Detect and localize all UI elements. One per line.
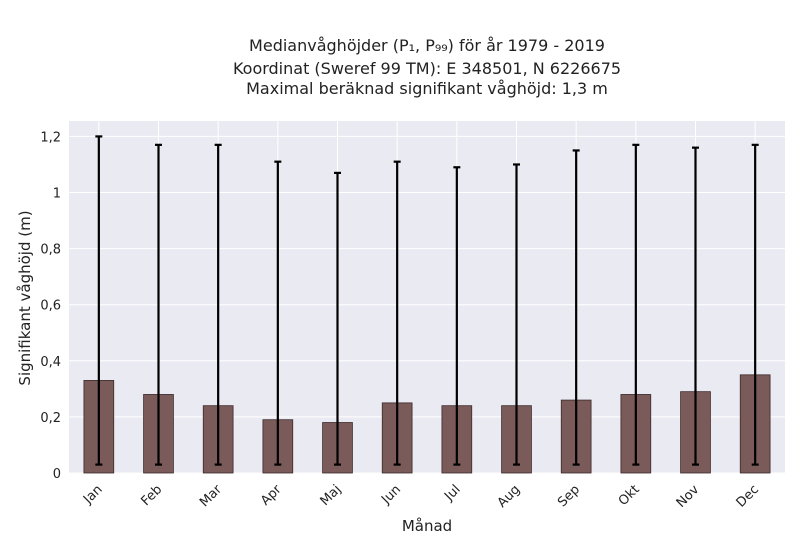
- y-tick-label: 1: [53, 187, 61, 202]
- x-tick-labels: Jan Feb Mar Apr Maj Jun Jul Aug Sep Okt Nov Dec: [80, 482, 762, 511]
- error-bar-maj: [334, 171, 341, 466]
- x-axis-label: Månad: [402, 517, 452, 535]
- x-tick-label: Dec: [734, 482, 762, 510]
- plot-area: [69, 121, 785, 473]
- error-bar-jul: [453, 166, 461, 466]
- error-bar-okt: [632, 143, 640, 466]
- error-bar-nov: [692, 146, 699, 466]
- y-tick-labels: 0 0,2 0,4 0,6 0,8 1 1,2: [40, 130, 61, 482]
- y-tick-label: 0,2: [40, 411, 61, 426]
- x-tick-label: Nov: [674, 482, 703, 511]
- error-bar-sep: [572, 149, 580, 466]
- y-tick-label: 0,4: [40, 355, 61, 370]
- chart-title-line-2: Koordinat (Sweref 99 TM): E 348501, N 62…: [233, 59, 621, 78]
- x-tick-label: Maj: [318, 482, 345, 509]
- y-tick-label: 1,2: [40, 130, 61, 145]
- x-tick-label: Aug: [495, 482, 524, 511]
- x-tick-label: Okt: [616, 482, 643, 509]
- error-bar-jun: [393, 160, 401, 466]
- x-tick-label: Mar: [197, 482, 225, 510]
- x-tick-label: Feb: [138, 482, 165, 509]
- x-tick-label: Apr: [258, 482, 285, 509]
- x-tick-label: Sep: [555, 482, 583, 510]
- error-bar-jan: [95, 135, 103, 466]
- chart-title: Medianvåghöjder (P₁, P₉₉) för år 1979 - …: [233, 36, 621, 98]
- error-bar-aug: [513, 163, 520, 466]
- error-bar-dec: [751, 143, 759, 466]
- y-tick-label: 0,8: [40, 243, 61, 258]
- y-tick-label: 0: [53, 467, 61, 482]
- error-bar-feb: [155, 143, 162, 466]
- y-axis-label: Signifikant våghöjd (m): [16, 210, 34, 385]
- error-bar-apr: [274, 160, 282, 466]
- x-tick-label: Jun: [378, 482, 404, 508]
- x-tick-label: Jul: [441, 482, 463, 504]
- x-tick-label: Jan: [80, 482, 105, 507]
- error-bars: [95, 135, 759, 466]
- error-bar-mar: [214, 143, 222, 466]
- chart-title-line-1: Medianvåghöjder (P₁, P₉₉) för år 1979 - …: [249, 36, 605, 55]
- y-tick-label: 0,6: [40, 299, 61, 314]
- chart-title-line-3: Maximal beräknad signifikant våghöjd: 1,…: [246, 79, 608, 98]
